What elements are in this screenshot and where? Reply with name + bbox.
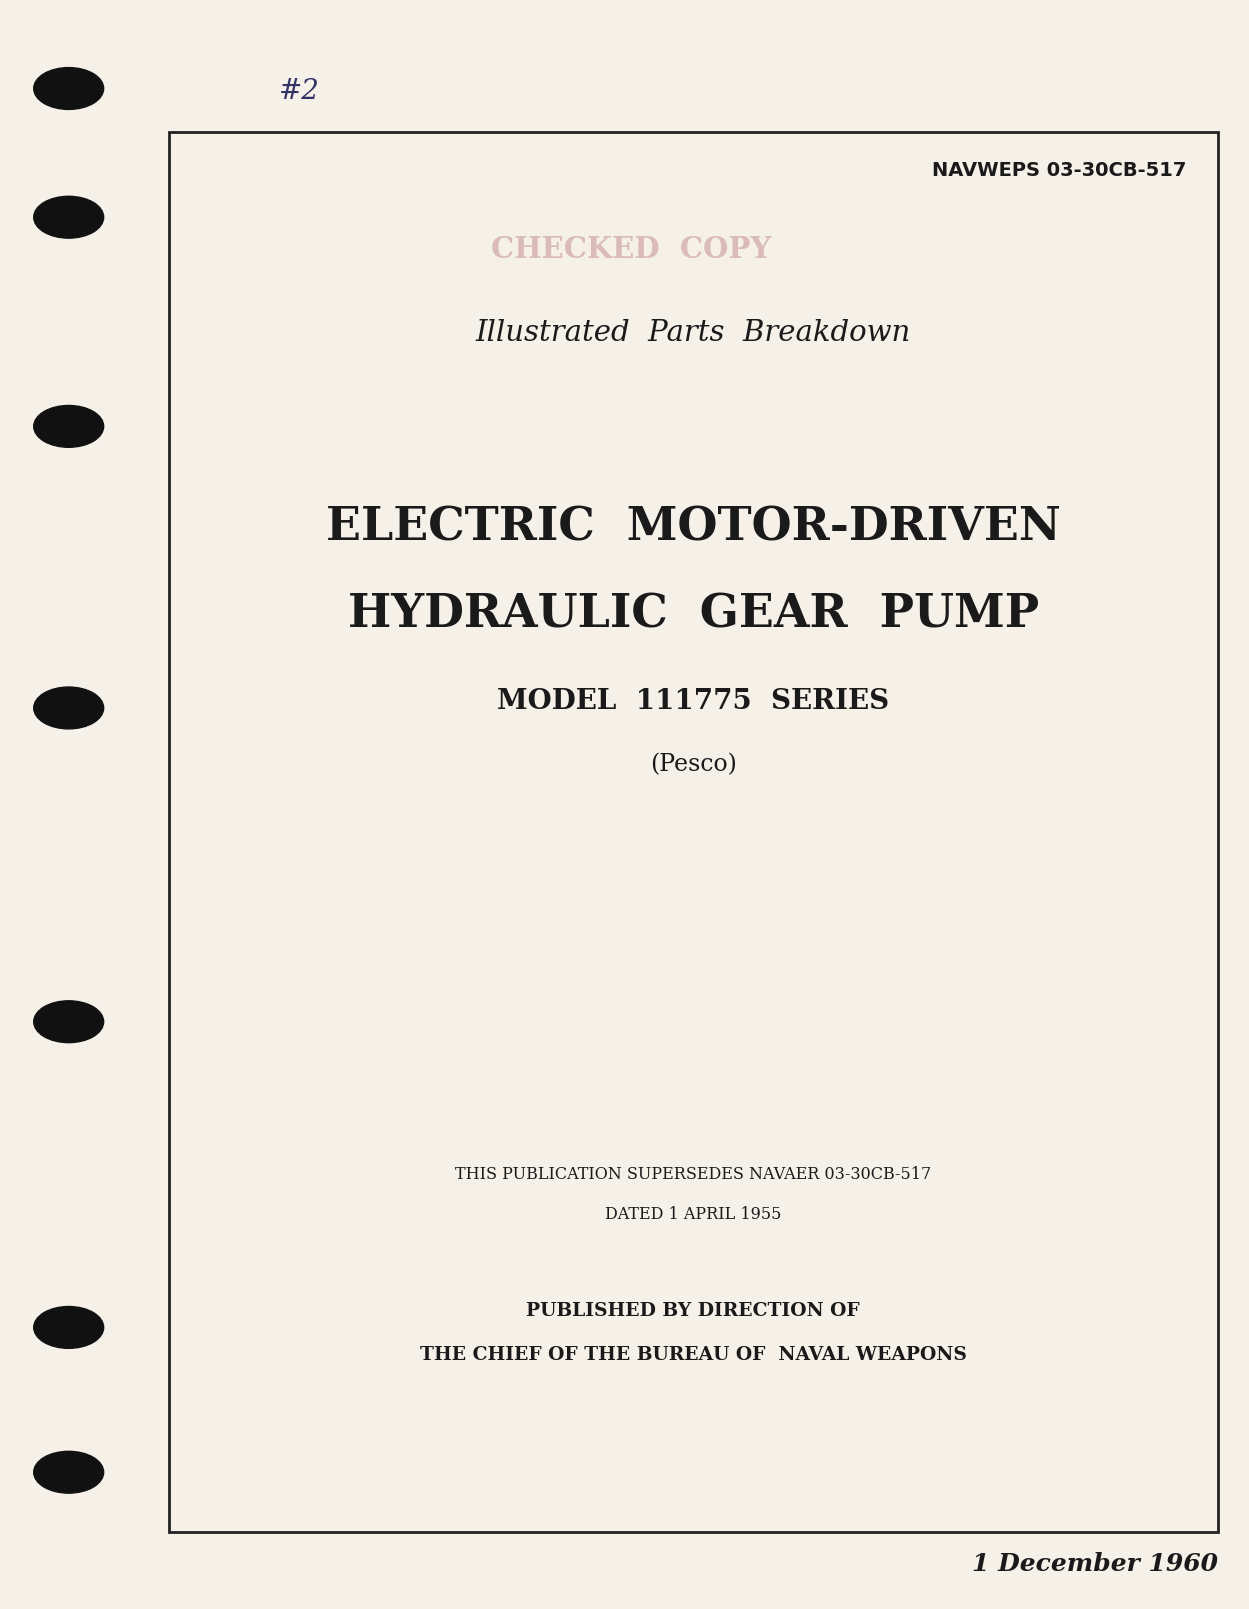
Text: HYDRAULIC  GEAR  PUMP: HYDRAULIC GEAR PUMP (347, 592, 1039, 637)
Text: (Pesco): (Pesco) (649, 753, 737, 776)
Bar (169, 132, 1218, 1532)
Text: THIS PUBLICATION SUPERSEDES NAVAER 03-30CB-517: THIS PUBLICATION SUPERSEDES NAVAER 03-30… (455, 1167, 932, 1183)
Text: NAVWEPS 03-30CB-517: NAVWEPS 03-30CB-517 (932, 161, 1187, 180)
Ellipse shape (34, 405, 104, 447)
Text: #2: #2 (280, 77, 320, 105)
Ellipse shape (34, 1451, 104, 1493)
Text: DATED 1 APRIL 1955: DATED 1 APRIL 1955 (605, 1207, 782, 1223)
Ellipse shape (34, 196, 104, 238)
Text: 1 December 1960: 1 December 1960 (972, 1553, 1218, 1575)
Ellipse shape (34, 68, 104, 109)
Ellipse shape (34, 1307, 104, 1348)
Text: Illustrated  Parts  Breakdown: Illustrated Parts Breakdown (476, 319, 911, 348)
Text: ELECTRIC  MOTOR-DRIVEN: ELECTRIC MOTOR-DRIVEN (326, 505, 1060, 550)
Text: MODEL  111775  SERIES: MODEL 111775 SERIES (497, 689, 889, 714)
Text: CHECKED  COPY: CHECKED COPY (491, 235, 771, 264)
Ellipse shape (34, 687, 104, 729)
Ellipse shape (34, 1001, 104, 1043)
Text: PUBLISHED BY DIRECTION OF: PUBLISHED BY DIRECTION OF (526, 1302, 861, 1321)
Text: THE CHIEF OF THE BUREAU OF  NAVAL WEAPONS: THE CHIEF OF THE BUREAU OF NAVAL WEAPONS (420, 1345, 967, 1364)
